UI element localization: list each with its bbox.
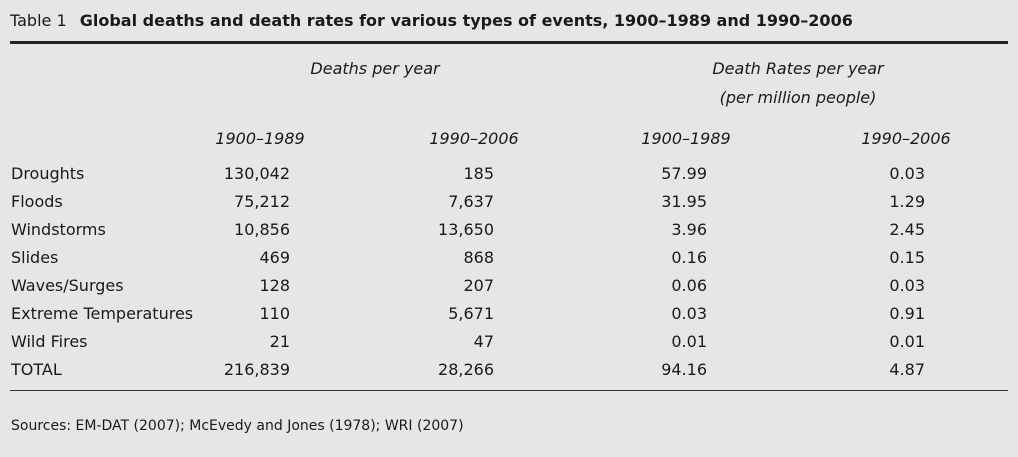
table-cell: 469 xyxy=(259,248,290,267)
col-header-deaths-1990-2006: 1990–2006 xyxy=(429,129,519,148)
table-cell: 47 xyxy=(473,332,494,351)
table-cell: 13,650 xyxy=(438,220,494,239)
table-title: Global deaths and death rates for variou… xyxy=(79,11,853,30)
row-label: TOTAL xyxy=(11,360,62,379)
table-cell: 0.16 xyxy=(671,248,707,267)
row-label: Droughts xyxy=(11,164,85,183)
table-cell: 0.03 xyxy=(671,304,707,323)
table-cell: 0.15 xyxy=(889,248,925,267)
table-cell: 75,212 xyxy=(234,192,290,211)
table-cell: 0.01 xyxy=(889,332,925,351)
table-cell: 0.06 xyxy=(671,276,707,295)
table-cell: 10,856 xyxy=(234,220,290,239)
header-death-rates-line2: (per million people) xyxy=(719,88,877,107)
table-cell: 5,671 xyxy=(448,304,494,323)
row-label: Wild Fires xyxy=(11,332,88,351)
table-cell: 28,266 xyxy=(438,360,494,379)
table-cell: 1.29 xyxy=(889,192,925,211)
table-cell: 31.95 xyxy=(661,192,707,211)
table-cell: 207 xyxy=(463,276,494,295)
top-rule xyxy=(10,41,1008,44)
col-header-rates-1990-2006: 1990–2006 xyxy=(861,129,951,148)
col-header-deaths-1900-1989: 1900–1989 xyxy=(215,129,305,148)
row-label: Waves/Surges xyxy=(11,276,124,295)
row-label: Windstorms xyxy=(11,220,106,239)
table-cell: 57.99 xyxy=(661,164,707,183)
col-header-rates-1900-1989: 1900–1989 xyxy=(641,129,731,148)
table-cell: 7,637 xyxy=(448,192,494,211)
table-caption: Table 1 Global deaths and death rates fo… xyxy=(10,11,853,30)
table-number: Table 1 xyxy=(10,11,67,30)
table-cell: 3.96 xyxy=(671,220,707,239)
table-cell: 4.87 xyxy=(889,360,925,379)
table-cell: 0.03 xyxy=(889,164,925,183)
table-cell: 110 xyxy=(259,304,290,323)
table-cell: 2.45 xyxy=(889,220,925,239)
table-cell: 130,042 xyxy=(223,164,290,183)
table-cell: 128 xyxy=(259,276,290,295)
table-cell: 0.03 xyxy=(889,276,925,295)
row-label: Slides xyxy=(11,248,59,267)
row-label: Floods xyxy=(11,192,63,211)
source-note: Sources: EM-DAT (2007); McEvedy and Jone… xyxy=(11,418,464,434)
table-cell: 868 xyxy=(463,248,494,267)
table-cell: 185 xyxy=(463,164,494,183)
table-cell: 21 xyxy=(269,332,290,351)
table-cell: 94.16 xyxy=(661,360,707,379)
bottom-rule xyxy=(10,390,1008,391)
row-label: Extreme Temperatures xyxy=(11,304,194,323)
header-deaths-per-year: Deaths per year xyxy=(310,59,440,78)
table-cell: 0.01 xyxy=(671,332,707,351)
header-death-rates-line1: Death Rates per year xyxy=(712,59,884,78)
table-cell: 216,839 xyxy=(223,360,290,379)
table-cell: 0.91 xyxy=(889,304,925,323)
